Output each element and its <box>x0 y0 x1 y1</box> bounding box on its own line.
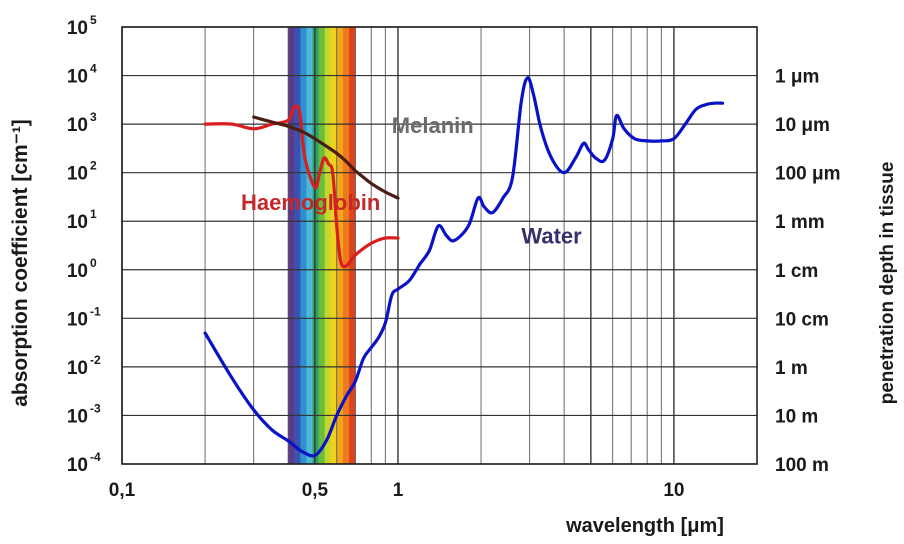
y-tick-exponent: 3 <box>90 110 97 124</box>
y-tick-exponent: -4 <box>90 450 101 464</box>
plot-border <box>121 26 758 465</box>
y2-tick-label: 1 mm <box>775 212 825 233</box>
y-tick-label: 10 <box>67 309 88 330</box>
plot-frame <box>121 26 758 465</box>
spectrum-strip <box>288 27 295 464</box>
y-tick-exponent: 5 <box>90 13 97 27</box>
y-tick-label: 10 <box>67 358 88 379</box>
spectrum-strip <box>318 27 326 464</box>
grid <box>121 26 758 465</box>
spectrum-strip <box>324 27 332 464</box>
y-tick-exponent: 2 <box>90 159 97 173</box>
y-tick-exponent: 0 <box>90 256 97 270</box>
y2-tick-label: 10 μm <box>775 115 830 136</box>
x-tick-label: 10 <box>663 480 684 501</box>
y-tick-label: 10 <box>67 261 88 282</box>
y2-tick-label: 1 m <box>775 358 808 379</box>
visible-spectrum-band <box>288 27 356 464</box>
spectrum-strip <box>336 27 344 464</box>
x-tick-labels: 0,1 0,5 1 10 <box>109 480 685 501</box>
y-tick-exponent: 4 <box>90 62 97 76</box>
y-tick-label: 10 <box>67 164 88 185</box>
y2-tick-label: 1 μm <box>775 67 819 88</box>
spectrum-strip <box>312 27 320 464</box>
y2-tick-label: 100 μm <box>775 164 841 185</box>
series-lines <box>203 76 725 458</box>
spectrum-strip <box>294 27 301 464</box>
spectrum-strip <box>343 27 350 464</box>
x-tick-label: 1 <box>393 480 404 501</box>
y-tick-exponent: -3 <box>90 401 101 415</box>
y-tick-label: 10 <box>67 455 88 476</box>
y2-tick-label: 100 m <box>775 455 829 476</box>
y-tick-label: 10 <box>67 212 88 233</box>
y-tick-label: 10 <box>67 115 88 136</box>
spectrum-strip <box>300 27 308 464</box>
y-tick-exponent: -2 <box>90 353 101 367</box>
x-tick-label: 0,1 <box>109 480 136 501</box>
spectrum-strip <box>349 27 356 464</box>
y2-axis-title: penetration depth in tissue <box>877 162 898 405</box>
y-axis-title: absorption coefficient [cm⁻¹] <box>9 119 32 407</box>
y2-tick-label: 10 m <box>775 406 818 427</box>
y-tick-exponent: 1 <box>90 207 97 221</box>
y-tick-label: 10 <box>67 67 88 88</box>
y-tick-label: 10 <box>67 406 88 427</box>
series-label-water: Water <box>521 223 582 248</box>
y2-tick-label: 1 cm <box>775 261 818 282</box>
series-line-melanin <box>252 115 400 200</box>
series-line-water <box>203 76 725 458</box>
y2-tick-labels: 1 μm 10 μm 100 μm 1 mm 1 cm 10 cm 1 m 10 m 100 m <box>775 67 841 476</box>
y2-tick-label: 10 cm <box>775 309 829 330</box>
y-tick-label: 10 <box>67 18 88 39</box>
x-tick-label: 0,5 <box>302 480 329 501</box>
series-labels: Water Haemoglobin Melanin <box>241 113 582 248</box>
spectrum-strip <box>330 27 338 464</box>
y-tick-exponent: -1 <box>90 304 101 318</box>
spectrum-strip <box>306 27 314 464</box>
x-axis-title: wavelength [μm] <box>565 515 724 537</box>
series-label-melanin: Melanin <box>392 113 474 138</box>
series-label-haemoglobin: Haemoglobin <box>241 190 380 215</box>
